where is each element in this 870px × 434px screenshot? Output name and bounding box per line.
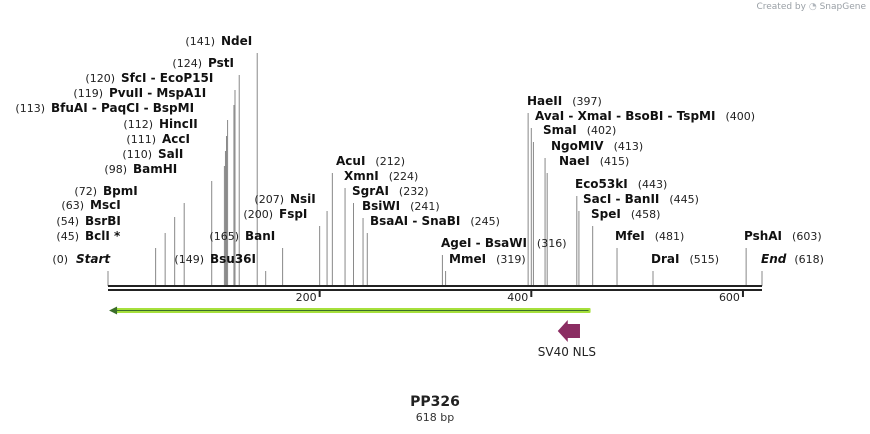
site-name[interactable]: AcuI <box>336 154 365 168</box>
site-position: (149) <box>174 253 204 266</box>
site-position: (0) <box>52 253 68 266</box>
site-position: (316) <box>537 237 567 250</box>
site-name[interactable]: HaeII <box>527 94 562 108</box>
site-name[interactable]: MfeI <box>615 229 645 243</box>
ruler-tick-label: 600 <box>719 291 740 304</box>
backbone <box>108 285 762 291</box>
site-name[interactable]: BfuAI - PaqCI - BspMI <box>51 101 194 115</box>
site-position: (402) <box>587 124 617 137</box>
ruler-tick-label: 200 <box>296 291 317 304</box>
site-name[interactable]: AvaI - XmaI - BsoBI - TspMI <box>535 109 715 123</box>
site-name[interactable]: MscI <box>90 198 121 212</box>
site-name[interactable]: SgrAI <box>352 184 389 198</box>
site-name[interactable]: BanI <box>245 229 275 243</box>
watermark-created-by: Created by <box>756 2 806 12</box>
site-name[interactable]: NsiI <box>290 192 316 206</box>
site-position: (207) <box>254 193 284 206</box>
site-name[interactable]: XmnI <box>344 169 379 183</box>
site-name[interactable]: BsaAI - SnaBI <box>370 214 460 228</box>
site-name[interactable]: FspI <box>279 207 307 221</box>
site-name[interactable]: SacI - BanII <box>583 192 659 206</box>
site-name[interactable]: PshAI <box>744 229 782 243</box>
ruler: 200 400 600 <box>296 290 744 304</box>
site-position: (141) <box>185 35 215 48</box>
site-name[interactable]: BamHI <box>133 162 177 176</box>
site-position: (113) <box>15 102 45 115</box>
site-position: (415) <box>600 155 630 168</box>
site-name[interactable]: AccI <box>162 132 190 146</box>
feature-label: SV40 NLS <box>538 345 596 359</box>
site-labels: Start (0) BclI * (45) BsrBI (54) MscI (63) BpmI (… <box>15 34 824 266</box>
site-name[interactable]: BsiWI <box>362 199 400 213</box>
site-position: (120) <box>85 72 115 85</box>
site-position: (63) <box>61 199 84 212</box>
site-lines <box>107 53 763 286</box>
map-length: 618 bp <box>415 411 455 424</box>
site-position: (200) <box>243 208 273 221</box>
site-position: (603) <box>792 230 822 243</box>
site-position: (481) <box>655 230 685 243</box>
site-name[interactable]: Bsu36I <box>210 252 256 266</box>
site-position: (54) <box>56 215 79 228</box>
site-name[interactable]: NgoMIV <box>551 139 604 153</box>
site-name[interactable]: End <box>761 252 787 266</box>
site-position: (119) <box>73 87 103 100</box>
site-name[interactable]: Start <box>76 252 111 266</box>
snapgene-watermark: Created by ◔ SnapGene <box>756 2 866 12</box>
site-name[interactable]: SmaI <box>543 123 577 137</box>
site-position: (241) <box>410 200 440 213</box>
site-position: (400) <box>725 110 755 123</box>
site-position: (232) <box>399 185 429 198</box>
site-name[interactable]: Eco53kI <box>575 177 628 191</box>
site-position: (443) <box>638 178 668 191</box>
site-name[interactable]: SpeI <box>591 207 621 221</box>
site-name[interactable]: BclI * <box>85 229 121 243</box>
site-name[interactable]: SalI <box>158 147 183 161</box>
site-name[interactable]: PstI <box>208 56 234 70</box>
site-name[interactable]: NdeI <box>221 34 252 48</box>
site-name[interactable]: AgeI - BsaWI <box>441 236 527 250</box>
site-position: (45) <box>56 230 79 243</box>
features: SV40 NLS <box>109 306 596 359</box>
site-position: (397) <box>572 95 602 108</box>
site-position: (413) <box>614 140 644 153</box>
site-position: (72) <box>74 185 97 198</box>
site-position: (224) <box>389 170 419 183</box>
site-position: (111) <box>126 133 156 146</box>
site-position: (618) <box>794 253 824 266</box>
feature-green-feature[interactable] <box>109 306 591 315</box>
site-position: (124) <box>172 57 202 70</box>
site-position: (319) <box>496 253 526 266</box>
site-name[interactable]: BsrBI <box>85 214 121 228</box>
site-position: (98) <box>104 163 127 176</box>
feature-sv40-nls[interactable]: SV40 NLS <box>538 320 596 359</box>
site-name[interactable]: SfcI - EcoP15I <box>121 71 213 85</box>
site-position: (515) <box>689 253 719 266</box>
site-name[interactable]: DraI <box>651 252 679 266</box>
ruler-tick-label: 400 <box>507 291 528 304</box>
map-title: PP326 <box>410 394 460 410</box>
site-position: (110) <box>122 148 152 161</box>
site-position: (165) <box>209 230 239 243</box>
site-name[interactable]: HincII <box>159 117 198 131</box>
watermark-brand: SnapGene <box>819 2 866 12</box>
site-name[interactable]: MmeI <box>449 252 486 266</box>
site-position: (245) <box>470 215 500 228</box>
site-position: (212) <box>375 155 405 168</box>
site-position: (112) <box>123 118 153 131</box>
site-name[interactable]: PvuII - MspA1I <box>109 86 206 100</box>
site-position: (458) <box>631 208 661 221</box>
snapgene-logo-icon: ◔ <box>808 2 817 12</box>
site-name[interactable]: BpmI <box>103 184 138 198</box>
site-name[interactable]: NaeI <box>559 154 590 168</box>
site-position: (445) <box>669 193 699 206</box>
